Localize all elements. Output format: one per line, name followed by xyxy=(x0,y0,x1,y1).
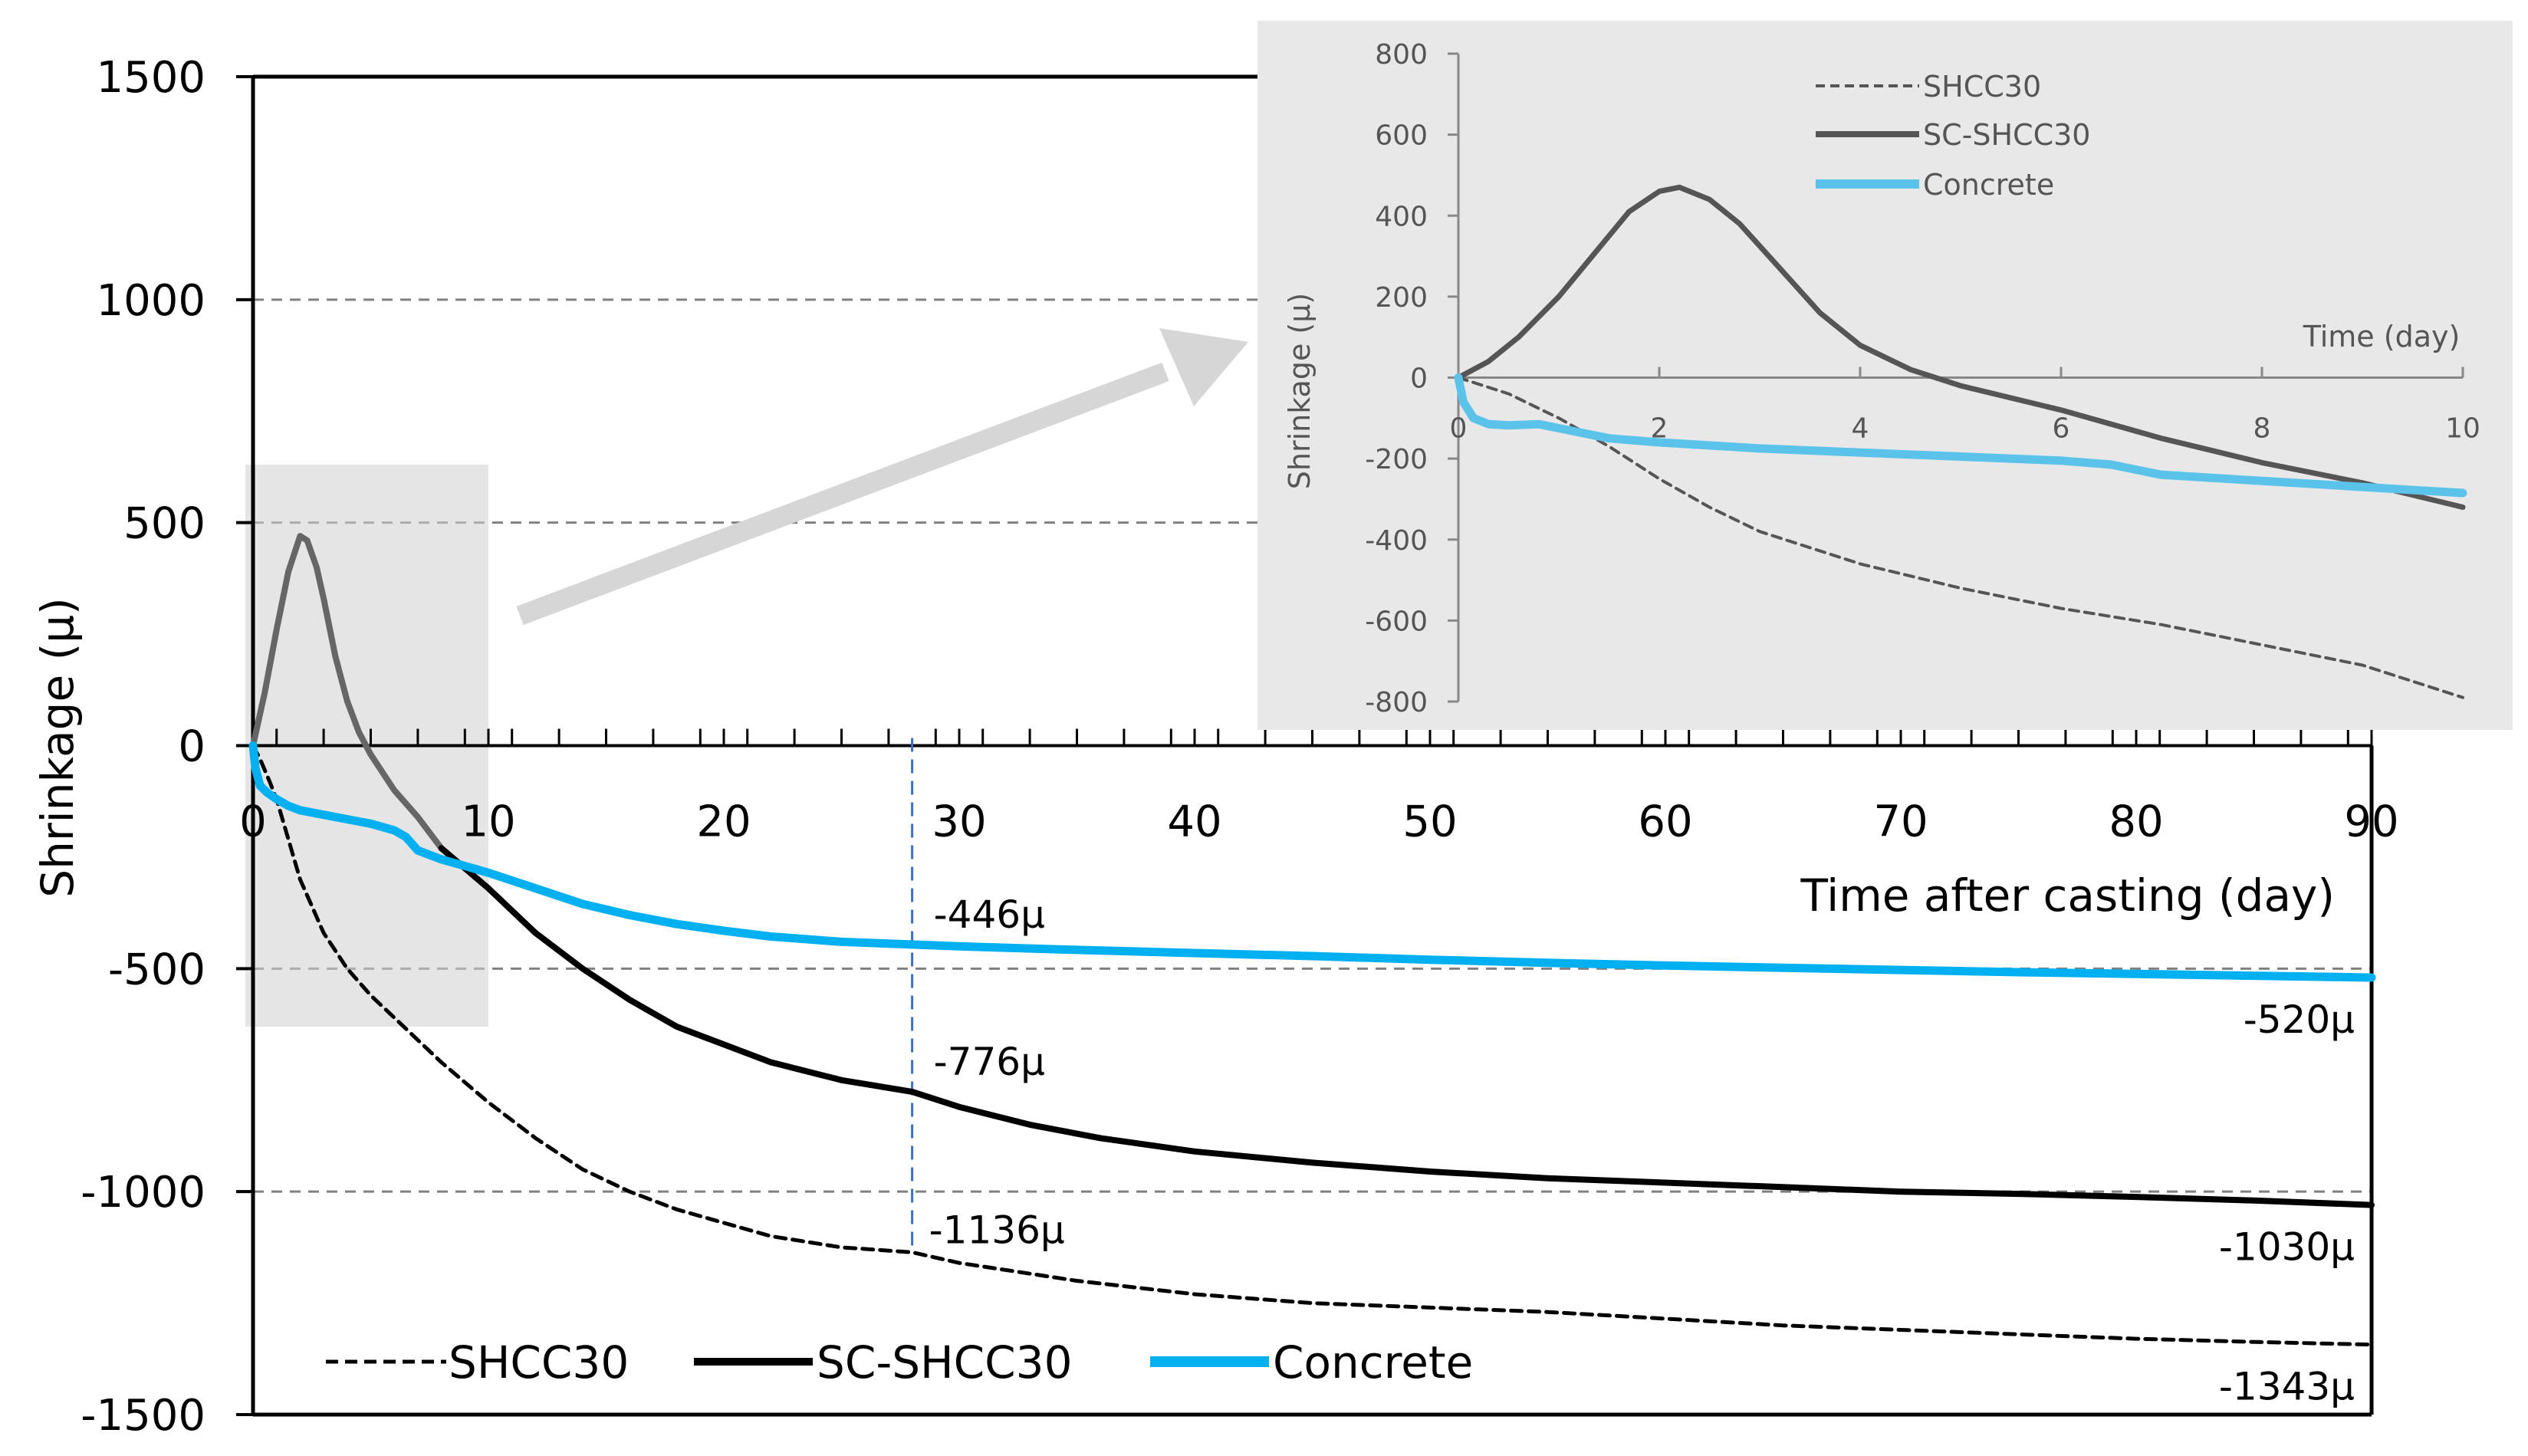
inset-x-tick-label-4: 4 xyxy=(1852,413,1869,445)
main-y-tick-label-500: 500 xyxy=(123,499,205,549)
main-series-concrete xyxy=(248,741,2376,982)
main-y-tick-label-500: -500 xyxy=(108,945,205,994)
inset-axes: 800 600 400 200 0 -200 -400 -600 -800 0 2 4 6 8 10 xyxy=(1365,39,2480,718)
main-legend: SHCC30 SC-SHCC30 Concrete xyxy=(326,1336,1473,1389)
inset-y-tick-label-400: -400 xyxy=(1365,525,1428,557)
inset-y-tick-label-400: 400 xyxy=(1375,201,1428,232)
inset-y-tick-label-800: 800 xyxy=(1375,39,1428,71)
main-y-tick-label-1500: 1500 xyxy=(96,53,205,103)
inset-x-tick-label-0: 0 xyxy=(1450,413,1468,445)
legend-label-sc-shcc30: SC-SHCC30 xyxy=(817,1336,1072,1389)
inset-chart: 800 600 400 200 0 -200 -400 -600 -800 0 2 4 6 8 10 Tim… xyxy=(1257,21,2513,730)
annotation-1030: -1030μ xyxy=(2219,1225,2355,1270)
inset-x-tick-label-8: 8 xyxy=(2254,413,2271,445)
zoom-arrow-shaft xyxy=(516,362,1169,626)
inset-y-tick-label-0: 0 xyxy=(1410,363,1428,395)
main-x-tick-label-60: 60 xyxy=(1638,797,1692,847)
legend-item-sc-shcc30: SC-SHCC30 xyxy=(694,1336,1072,1389)
legend-item-concrete: Concrete xyxy=(1150,1336,1473,1389)
inset-y-tick-label-600: -600 xyxy=(1365,606,1428,637)
inset-y-tick-label-800: -800 xyxy=(1365,687,1428,718)
main-series xyxy=(248,533,2376,1347)
main-y-tick-label-1000: 1000 xyxy=(96,276,205,326)
legend-label-shcc30: SHCC30 xyxy=(449,1336,629,1389)
inset-legend-label-concrete: Concrete xyxy=(1923,168,2054,202)
inset-series-sc-shcc30 xyxy=(1455,184,2466,510)
main-y-tick-label-1500: -1500 xyxy=(81,1391,205,1441)
main-x-tick-label-40: 40 xyxy=(1167,797,1221,847)
main-y-tick-label-0: 0 xyxy=(178,722,205,772)
main-x-tick-label-70: 70 xyxy=(1873,797,1928,847)
annotation-446: -446μ xyxy=(934,892,1045,937)
main-series-sc-shcc30-early xyxy=(250,533,445,852)
main-series-shcc30 xyxy=(251,744,2374,1347)
inset-legend-label-shcc30: SHCC30 xyxy=(1923,70,2041,104)
inset-background xyxy=(1257,21,2513,730)
zoom-arrow-head xyxy=(1159,328,1248,406)
zoom-arrow xyxy=(516,328,1248,626)
inset-y-tick-label-200: 200 xyxy=(1375,282,1428,314)
main-x-tick-label-50: 50 xyxy=(1402,797,1457,847)
annotation-1136: -1136μ xyxy=(929,1208,1065,1252)
inset-series xyxy=(1454,184,2467,699)
inset-x-tick-label-2: 2 xyxy=(1651,413,1668,445)
legend-item-shcc30: SHCC30 xyxy=(326,1336,629,1389)
annotation-776: -776μ xyxy=(934,1040,1045,1084)
main-x-tick-label-10: 10 xyxy=(461,797,515,847)
main-annotations: -446μ -776μ -1136μ -520μ -1030μ -1343μ xyxy=(929,892,2355,1409)
main-x-axis-title: Time after casting (day) xyxy=(1800,869,2335,922)
main-x-tick-label-30: 30 xyxy=(932,797,986,847)
main-x-tick-label-80: 80 xyxy=(2109,797,2163,847)
inset-x-tick-label-10: 10 xyxy=(2445,413,2480,445)
main-y-tick-label-1000: -1000 xyxy=(81,1168,205,1218)
inset-y-tick-label-200: -200 xyxy=(1365,444,1428,475)
inset-x-tick-label-6: 6 xyxy=(2053,413,2070,445)
main-x-tick-label-90: 90 xyxy=(2344,797,2398,847)
annotation-1343: -1343μ xyxy=(2219,1365,2355,1409)
main-series-sc-shcc30 xyxy=(438,845,2375,1208)
inset-legend-item-concrete: Concrete xyxy=(1816,168,2054,202)
inset-legend: SHCC30 SC-SHCC30 Concrete xyxy=(1816,70,2090,202)
legend-label-concrete: Concrete xyxy=(1273,1336,1473,1389)
inset-legend-label-sc-shcc30: SC-SHCC30 xyxy=(1923,118,2090,152)
inset-legend-item-sc-shcc30: SC-SHCC30 xyxy=(1816,118,2090,152)
inset-legend-item-shcc30: SHCC30 xyxy=(1816,70,2041,104)
inset-series-concrete xyxy=(1454,373,2467,498)
main-x-tick-label-20: 20 xyxy=(696,797,751,847)
main-x-tick-label-0: 0 xyxy=(239,797,267,847)
inset-y-tick-label-600: 600 xyxy=(1375,120,1428,152)
main-y-axis-title: Shrinkage (μ) xyxy=(31,597,84,898)
inset-x-axis-title: Time (day) xyxy=(2303,320,2461,353)
annotation-520: -520μ xyxy=(2244,998,2355,1042)
inset-y-axis-title: Shrinkage (μ) xyxy=(1283,293,1317,490)
